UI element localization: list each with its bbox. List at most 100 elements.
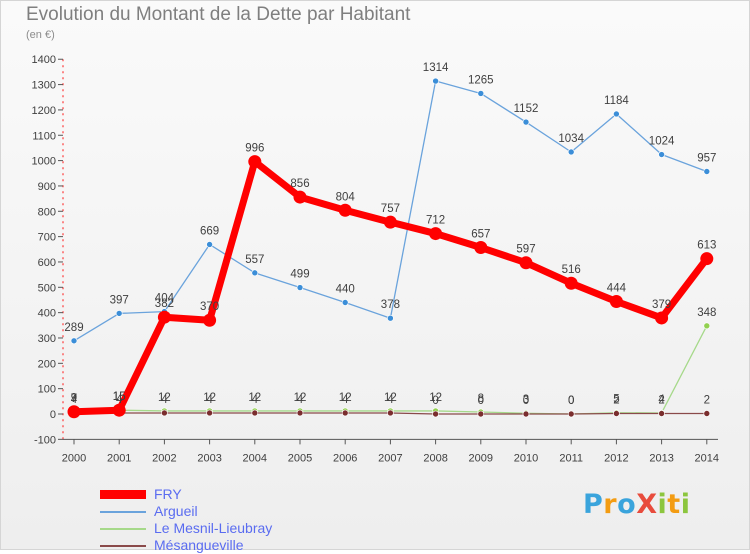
data-label-le-mesnil-lieubray: 7 <box>71 393 77 405</box>
data-label-argueil: 1034 <box>558 133 584 145</box>
x-tick-label: 2007 <box>378 452 402 464</box>
x-tick-label: 2012 <box>604 452 628 464</box>
data-point-argueil <box>115 310 123 317</box>
y-tick-label: 900 <box>38 181 56 193</box>
data-point-argueil <box>387 314 394 322</box>
data-label-fry: 712 <box>426 215 445 227</box>
data-point-argueil <box>477 90 485 97</box>
x-tick-label: 2011 <box>559 452 583 464</box>
logo-letter: P <box>583 489 604 520</box>
data-label-m-sangueville: 4 <box>206 394 213 406</box>
y-tick-label: -100 <box>34 434 56 446</box>
data-point-argueil <box>613 110 620 118</box>
x-tick-label: 2002 <box>152 452 176 464</box>
data-label-le-mesnil-lieubray: 12 <box>203 392 216 404</box>
data-label-argueil: 669 <box>200 225 219 237</box>
data-label-fry: 516 <box>562 264 581 276</box>
data-point-fry <box>157 310 171 324</box>
data-label-fry: 9 <box>71 393 77 405</box>
legend-swatch-fry <box>100 490 146 499</box>
data-label-le-mesnil-lieubray: 12 <box>248 392 261 404</box>
chart-series-markers <box>67 77 714 419</box>
legend-swatch-argueil <box>100 511 146 513</box>
logo-letter: i <box>657 489 668 520</box>
data-label-le-mesnil-lieubray: 12 <box>339 392 352 404</box>
logo-letter: X <box>636 489 658 520</box>
data-point-fry <box>564 276 578 290</box>
data-label-m-sangueville: 0 <box>523 395 529 407</box>
data-label-argueil: 557 <box>245 254 264 266</box>
data-label-fry: 379 <box>652 299 671 311</box>
data-point-m-sangueville <box>567 410 575 418</box>
data-label-le-mesnil-lieubray: 348 <box>697 307 716 319</box>
data-point-fry <box>519 256 533 270</box>
data-point-m-sangueville <box>658 410 665 417</box>
data-label-le-mesnil-lieubray: 12 <box>384 392 397 404</box>
legend-label-mesangueville: Mésangueville <box>154 537 244 553</box>
data-point-argueil <box>206 241 213 248</box>
data-point-m-sangueville <box>206 409 213 417</box>
data-point-m-sangueville <box>341 409 349 417</box>
legend-label-fry: FRY <box>154 486 182 502</box>
data-point-argueil <box>432 77 439 85</box>
data-label-fry: 15 <box>113 391 126 403</box>
data-point-fry <box>112 403 126 417</box>
data-point-argueil <box>567 148 575 156</box>
legend-label-argueil: Argueil <box>154 503 198 519</box>
data-point-argueil <box>296 284 304 291</box>
data-label-le-mesnil-lieubray: 5 <box>613 394 619 406</box>
data-point-fry <box>383 215 397 229</box>
y-tick-label: 1400 <box>32 54 56 66</box>
x-tick-label: 2006 <box>333 452 357 464</box>
y-tick-label: 800 <box>38 206 56 218</box>
data-label-fry: 444 <box>607 282 627 294</box>
data-label-fry: 613 <box>697 240 716 252</box>
data-label-argueil: 440 <box>336 284 355 296</box>
data-label-le-mesnil-lieubray: 15 <box>113 391 126 403</box>
data-label-fry: 597 <box>516 244 535 256</box>
logo-letter: t <box>667 489 681 520</box>
data-label-m-sangueville: 4 <box>297 394 304 406</box>
data-point-m-sangueville <box>251 409 259 417</box>
data-point-m-sangueville <box>522 410 530 418</box>
data-label-le-mesnil-lieubray: 8 <box>478 393 484 405</box>
data-point-m-sangueville <box>613 410 620 417</box>
data-point-fry <box>338 203 352 217</box>
data-point-m-sangueville <box>161 409 168 417</box>
y-tick-label: 500 <box>38 282 56 294</box>
x-tick-label: 2000 <box>62 452 86 464</box>
data-label-m-sangueville: 4 <box>342 394 349 406</box>
data-label-argueil: 378 <box>381 299 400 311</box>
x-tick-label: 2003 <box>197 452 221 464</box>
logo-letter: r <box>603 489 618 520</box>
data-label-fry: 856 <box>290 178 309 190</box>
data-point-m-sangueville <box>432 410 439 418</box>
x-tick-label: 2001 <box>107 452 131 464</box>
data-label-argueil: 404 <box>155 293 175 305</box>
data-label-argueil: 1314 <box>423 62 449 74</box>
data-label-fry: 657 <box>471 229 490 241</box>
x-tick-label: 2004 <box>243 452 267 464</box>
data-point-argueil <box>341 299 349 306</box>
x-tick-label: 2013 <box>649 452 673 464</box>
data-label-m-sangueville: 2 <box>704 394 710 406</box>
x-tick-label: 2014 <box>695 452 719 464</box>
data-point-argueil <box>251 269 259 277</box>
y-tick-label: 400 <box>38 308 56 320</box>
data-label-argueil: 499 <box>290 269 309 281</box>
y-tick-label: 1300 <box>32 80 56 92</box>
data-point-argueil <box>522 118 530 126</box>
data-label-fry: 757 <box>381 203 400 215</box>
y-tick-label: 600 <box>38 257 56 269</box>
data-point-le-mesnil-lieubray <box>703 322 711 330</box>
x-tick-label: 2009 <box>469 452 493 464</box>
data-point-fry <box>700 252 714 266</box>
logo-letter: o <box>617 489 637 520</box>
legend-swatch-mesangueville <box>100 545 146 547</box>
data-label-m-sangueville: 4 <box>387 394 394 406</box>
y-tick-label: 1100 <box>32 130 56 142</box>
data-label-m-sangueville: 4 <box>161 394 168 406</box>
data-point-fry <box>655 311 669 325</box>
data-label-argueil: 1024 <box>649 136 675 148</box>
data-label-m-sangueville: 2 <box>613 394 619 406</box>
